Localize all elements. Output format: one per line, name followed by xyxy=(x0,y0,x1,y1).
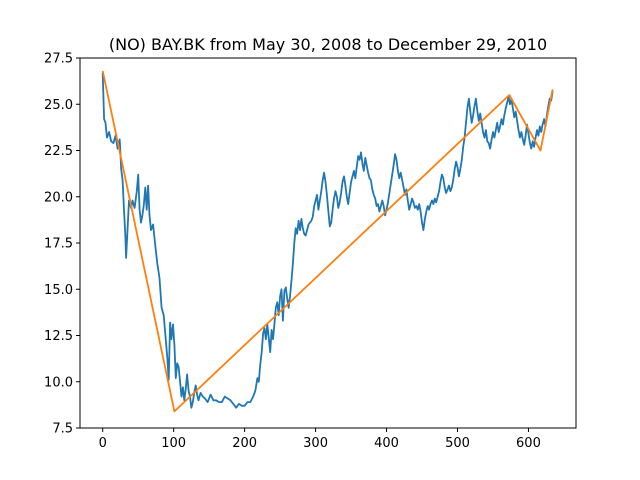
x-tick-label: 600 xyxy=(516,436,541,451)
x-tick-label: 0 xyxy=(99,436,107,451)
y-tick-label: 12.5 xyxy=(44,329,73,344)
y-tick-label: 25.0 xyxy=(44,98,73,113)
y-tick-label: 20.0 xyxy=(44,190,73,205)
series-line-2 xyxy=(101,70,554,413)
y-tick-label: 7.5 xyxy=(52,422,73,437)
y-tick-label: 22.5 xyxy=(44,144,73,159)
y-tick-label: 27.5 xyxy=(44,52,73,67)
y-axis: 7.5 10.0 12.5 15.0 17.5 20.0 22.5 25.0 27.5 xyxy=(44,52,80,437)
chart-title: (NO) BAY.BK from May 30, 2008 to Decembe… xyxy=(109,35,547,54)
x-tick-label: 200 xyxy=(232,436,257,451)
x-axis: 0 100 200 300 400 500 600 xyxy=(99,428,541,451)
y-tick-label: 15.0 xyxy=(44,283,73,298)
y-tick-label: 17.5 xyxy=(44,237,73,252)
x-tick-label: 400 xyxy=(374,436,399,451)
x-tick-label: 300 xyxy=(303,436,328,451)
x-tick-label: 100 xyxy=(161,436,186,451)
plot-lines xyxy=(101,70,554,413)
y-tick-label: 10.0 xyxy=(44,375,73,390)
series-line-1 xyxy=(101,72,554,409)
x-tick-label: 500 xyxy=(445,436,470,451)
